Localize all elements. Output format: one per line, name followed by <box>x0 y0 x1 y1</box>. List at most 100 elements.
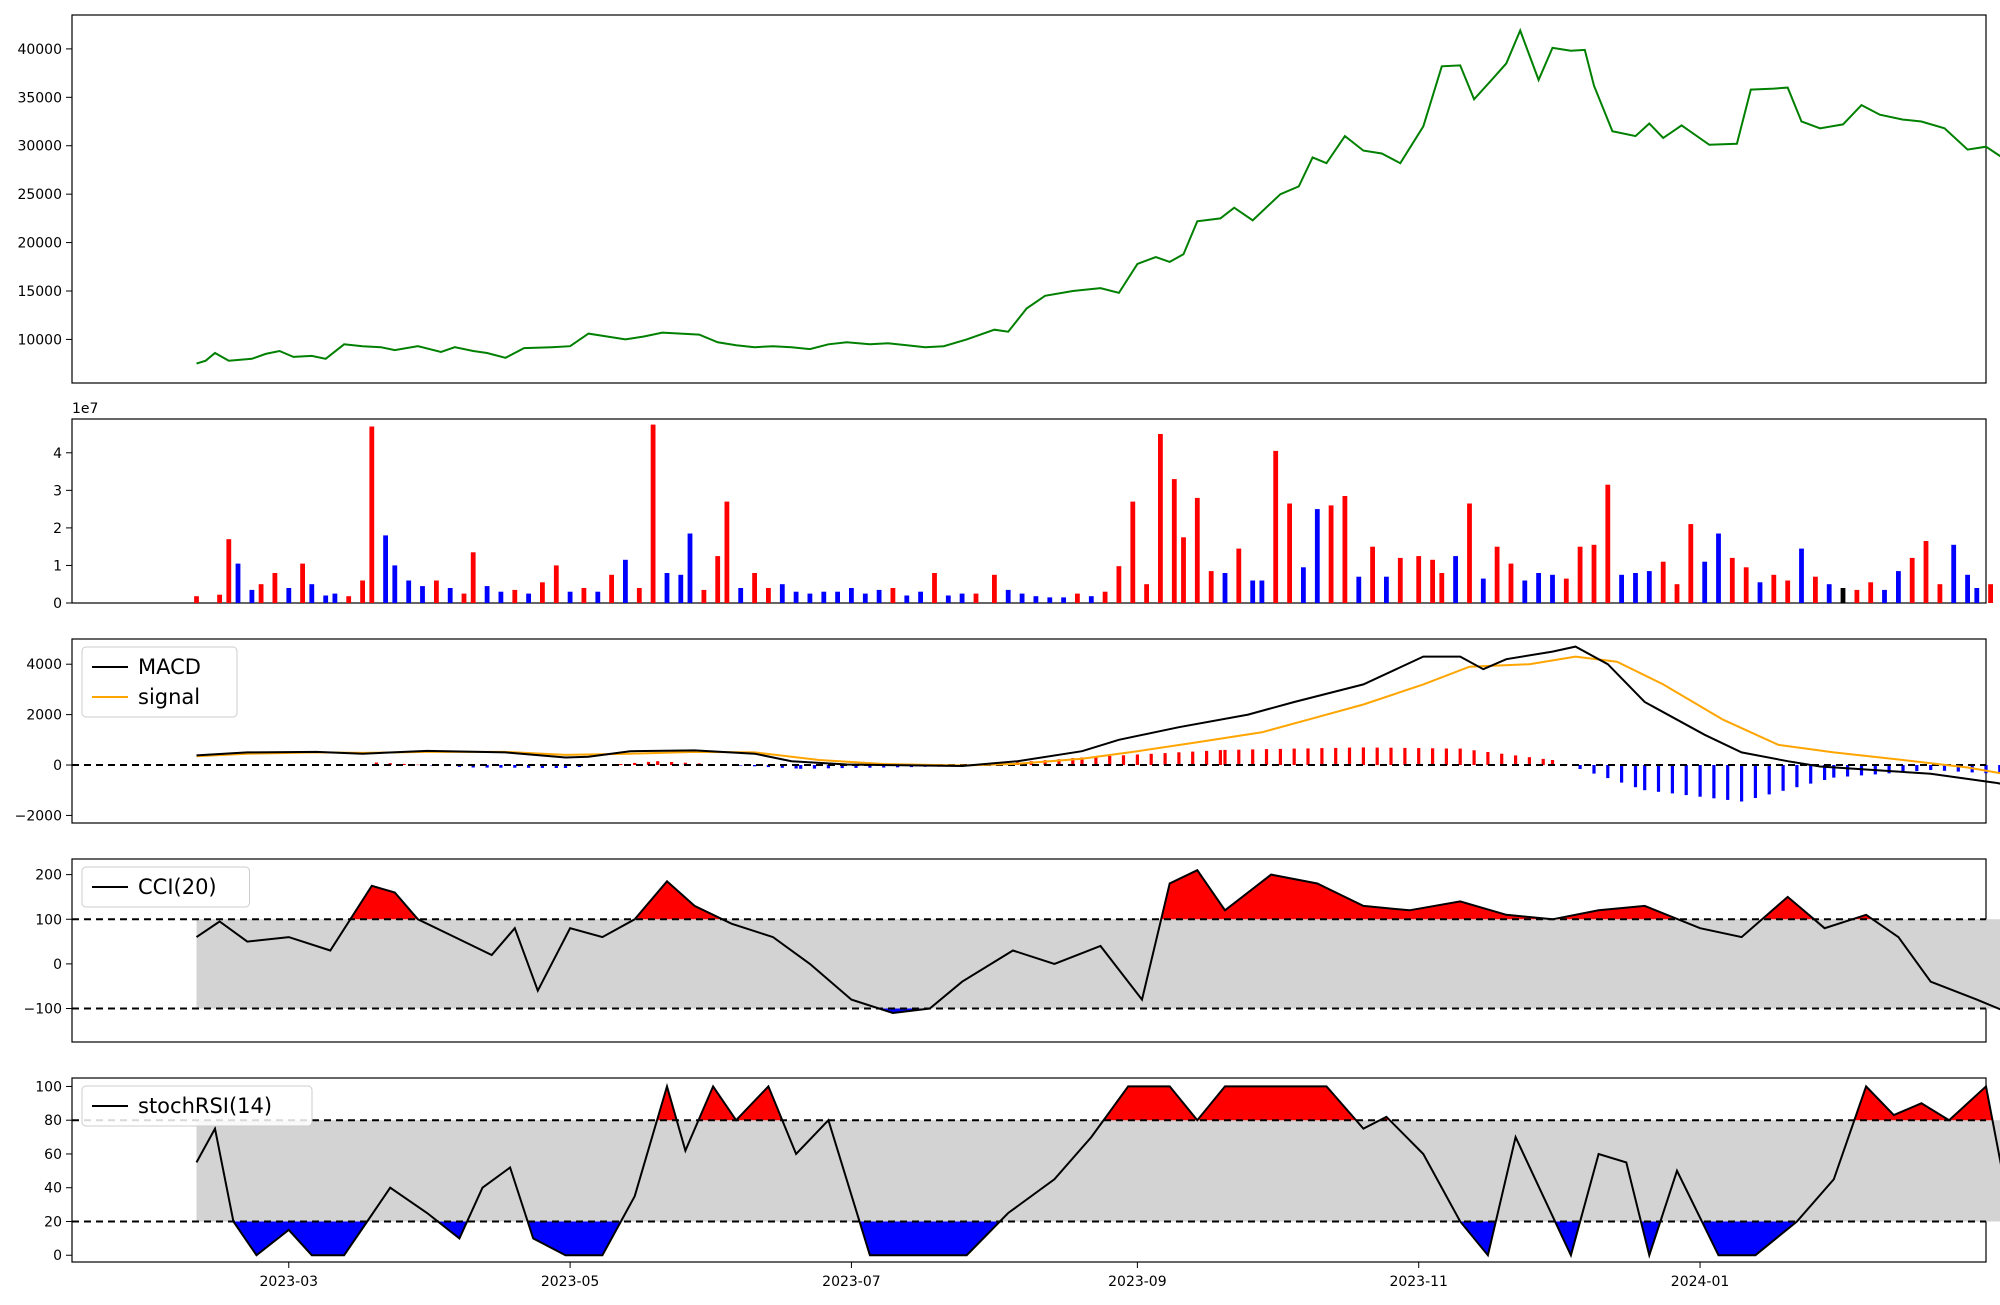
volume-bar <box>1868 582 1873 603</box>
macd-histogram-bar <box>1657 765 1660 792</box>
macd-histogram-bar <box>1514 755 1517 765</box>
y-tick-label: 2000 <box>26 708 62 724</box>
volume-bar <box>891 588 896 603</box>
volume-bar <box>346 596 351 603</box>
y-tick-label: −100 <box>24 1002 62 1018</box>
volume-bar <box>1481 579 1486 603</box>
macd-histogram-bar <box>1473 750 1476 765</box>
volume-bar <box>1467 504 1472 604</box>
macd-histogram-bar <box>1528 757 1531 765</box>
volume-bar <box>766 588 771 603</box>
macd-histogram-bar <box>619 764 622 765</box>
volume-bar <box>1938 584 1943 603</box>
volume-bar <box>471 552 476 603</box>
volume-bar <box>609 575 614 603</box>
macd-histogram-bar <box>1362 747 1365 765</box>
volume-bar <box>1047 597 1052 603</box>
y-tick-label: 20000 <box>17 236 62 252</box>
volume-bar <box>1675 584 1680 603</box>
volume-bar <box>1536 573 1541 603</box>
volume-bar <box>1988 584 1993 603</box>
volume-bar <box>1315 509 1320 603</box>
macd-histogram-bar <box>1150 754 1153 765</box>
volume-bar <box>434 581 439 604</box>
macd-histogram-bar <box>513 765 516 768</box>
volume-bar <box>250 590 255 603</box>
y-tick-label: 35000 <box>17 90 62 106</box>
macd-histogram-bar <box>1279 749 1282 765</box>
volume-bar <box>1647 571 1652 603</box>
volume-bar <box>309 584 314 603</box>
volume-bar <box>1827 584 1832 603</box>
y-tick-label: 100 <box>35 1079 62 1095</box>
volume-bar <box>1702 562 1707 603</box>
volume-bar <box>333 594 338 603</box>
volume-bar <box>1744 567 1749 603</box>
volume-bar <box>420 586 425 603</box>
x-tick-label: 2023-09 <box>1108 1274 1167 1290</box>
volume-bar <box>462 594 467 603</box>
volume-bar <box>1075 594 1080 603</box>
macd-histogram-bar <box>1431 748 1434 765</box>
volume-bar <box>752 573 757 603</box>
macd-histogram-bar <box>813 765 816 769</box>
volume-bar <box>1236 549 1241 603</box>
volume-bar <box>499 592 504 603</box>
volume-bar <box>1785 581 1790 604</box>
macd-histogram-bar <box>1293 749 1296 765</box>
volume-bar <box>1661 562 1666 603</box>
macd-histogram-bar <box>1643 765 1646 790</box>
volume-bar <box>1020 594 1025 603</box>
volume-bar <box>1813 577 1818 603</box>
volume-bar <box>1578 547 1583 603</box>
volume-bar <box>369 427 374 604</box>
volume-bar <box>1117 566 1122 603</box>
volume-bar <box>1974 588 1979 603</box>
volume-bar <box>992 575 997 603</box>
macd-histogram-bar <box>739 765 742 766</box>
macd-histogram-bar <box>1348 748 1351 765</box>
macd-histogram-bar <box>633 763 636 765</box>
volume-bar <box>383 535 388 603</box>
volume-bar <box>794 592 799 603</box>
volume-bar <box>1103 592 1108 603</box>
macd-histogram-bar <box>1712 765 1715 798</box>
macd-histogram-bar <box>1726 765 1729 800</box>
y-tick-label: 80 <box>44 1113 62 1129</box>
macd-histogram-bar <box>1984 765 1987 773</box>
y-tick-label: 100 <box>35 912 62 928</box>
volume-bar <box>1430 560 1435 603</box>
x-tick-label: 2023-03 <box>260 1274 319 1290</box>
volume-bar <box>623 560 628 603</box>
legend-label: stochRSI(14) <box>138 1094 272 1118</box>
y-tick-label: 15000 <box>17 284 62 300</box>
volume-bar <box>1951 545 1956 603</box>
macd-histogram-bar <box>1237 750 1240 765</box>
neutral-band <box>197 919 2000 1008</box>
volume-bar <box>512 590 517 603</box>
y-tick-label: 2 <box>53 521 62 537</box>
x-tick-label: 2024-01 <box>1671 1274 1730 1290</box>
volume-bar <box>1356 577 1361 603</box>
y-tick-label: 3 <box>53 483 62 499</box>
volume-bar <box>1688 524 1693 603</box>
volume-bar <box>1158 434 1163 603</box>
volume-bar <box>1398 558 1403 603</box>
volume-bar <box>1287 504 1292 604</box>
volume-bar <box>780 584 785 603</box>
volume-bar <box>226 539 231 603</box>
y-tick-label: 10000 <box>17 332 62 348</box>
macd-histogram-bar <box>1915 765 1918 771</box>
volume-bar <box>236 564 241 603</box>
macd-histogram-bar <box>1417 748 1420 765</box>
macd-histogram-bar <box>1251 749 1254 765</box>
volume-bar <box>863 594 868 603</box>
y-tick-label: 40000 <box>17 42 62 58</box>
macd-histogram-bar <box>1768 765 1771 794</box>
macd-histogram-bar <box>1177 752 1180 765</box>
volume-bar <box>1223 573 1228 603</box>
volume-bar <box>1592 545 1597 603</box>
